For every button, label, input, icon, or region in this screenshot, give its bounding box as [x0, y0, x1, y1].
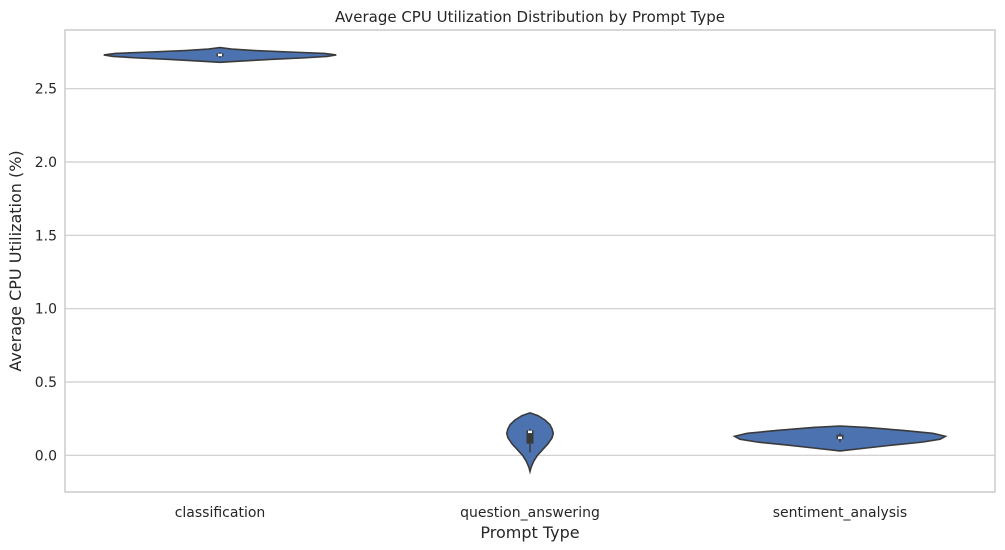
y-tick-label: 1.5: [35, 228, 57, 244]
y-tick-label: 2.5: [35, 82, 57, 98]
violin-iqr-box: [526, 430, 534, 444]
violin-median: [218, 53, 222, 57]
x-tick-label: classification: [175, 505, 266, 521]
y-tick-label: 1.0: [35, 302, 57, 318]
y-axis-label: Average CPU Utilization (%): [6, 150, 25, 371]
violins: [103, 46, 948, 475]
y-tick-label: 2.0: [35, 155, 57, 171]
x-tick-label: question_answering: [460, 505, 600, 521]
chart-title: Average CPU Utilization Distribution by …: [335, 8, 725, 26]
grid-lines: [65, 88, 995, 456]
y-tick-label: 0.0: [35, 448, 57, 464]
x-tick-label: sentiment_analysis: [773, 505, 907, 521]
y-tick-labels: 0.0 0.5 1.0 1.5 2.0 2.5: [35, 82, 57, 465]
plot-frame: [64, 29, 996, 493]
violin-median: [838, 436, 842, 439]
x-tick-labels: classification question_answering sentimen…: [175, 505, 908, 521]
y-tick-label: 0.5: [35, 375, 57, 391]
x-axis-label: Prompt Type: [480, 523, 579, 542]
violin-median: [528, 430, 532, 434]
